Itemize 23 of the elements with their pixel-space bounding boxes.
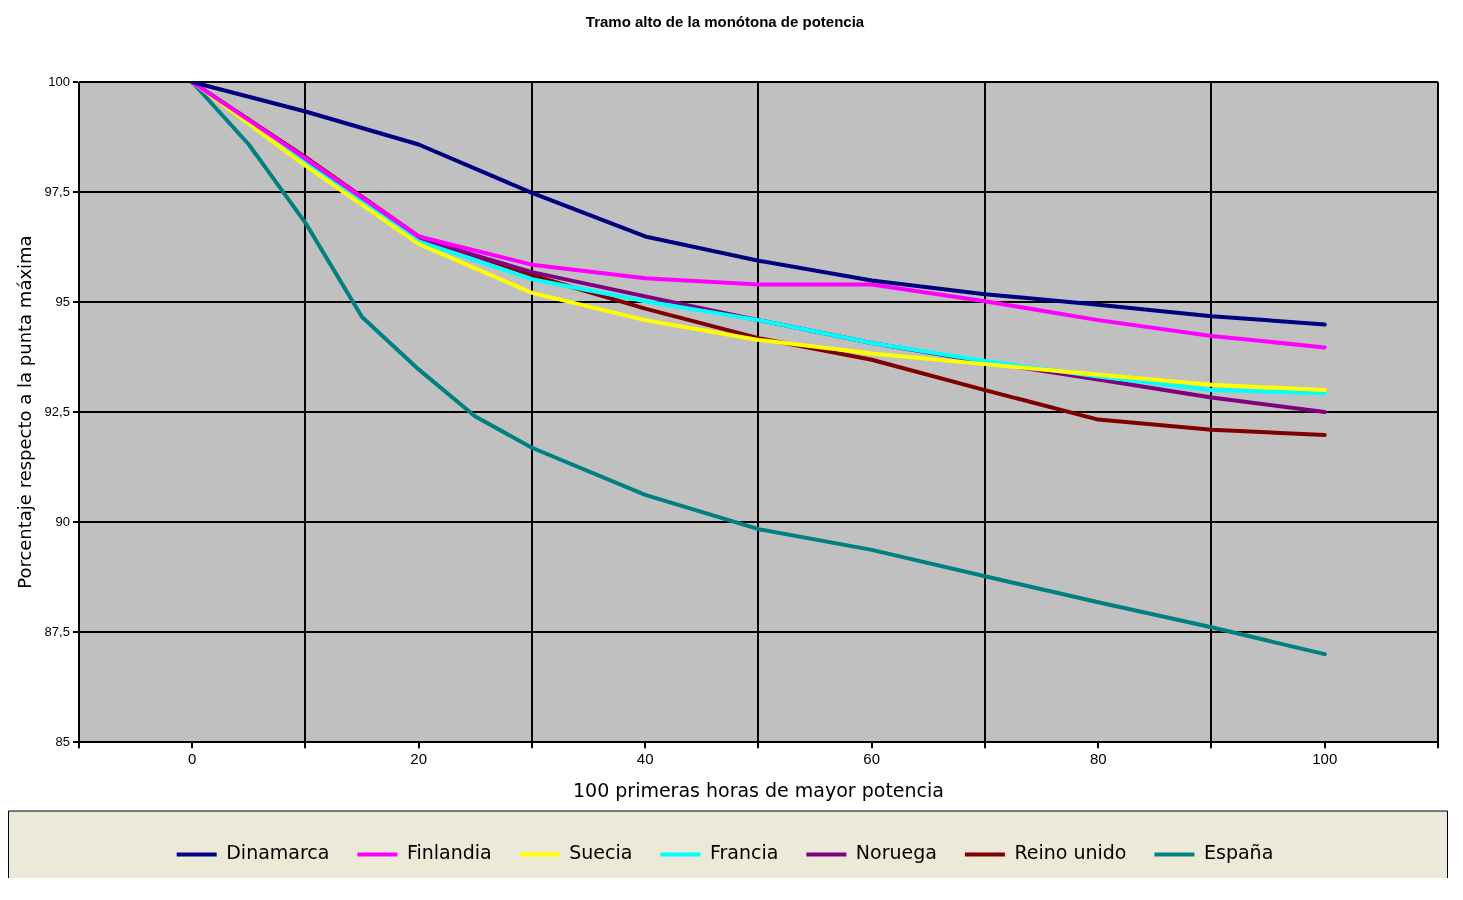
y-axis-title: Porcentaje respecto a la punta máxima xyxy=(14,235,36,589)
x-tick-label: 20 xyxy=(410,750,428,768)
y-tick-label: 92,5 xyxy=(44,403,70,419)
x-tick-label: 40 xyxy=(636,750,654,768)
legend-label: Suecia xyxy=(569,841,633,864)
legend-label: Reino unido xyxy=(1014,841,1127,864)
legend-label: Finlandia xyxy=(406,841,492,864)
legend-label: Dinamarca xyxy=(226,841,330,864)
legend-label: Francia xyxy=(709,841,779,864)
x-tick-label: 60 xyxy=(863,750,881,768)
x-tick-label: 0 xyxy=(187,750,197,768)
y-tick-label: 100 xyxy=(48,73,70,89)
x-tick-label: 100 xyxy=(1312,750,1338,768)
y-tick-label: 85 xyxy=(55,733,70,749)
x-axis-title: 100 primeras horas de mayor potencia xyxy=(572,778,944,801)
legend-label: España xyxy=(1203,841,1274,864)
legend-label: Noruega xyxy=(855,841,937,864)
y-tick-label: 87,5 xyxy=(44,623,70,639)
y-tick-label: 95 xyxy=(55,293,70,309)
y-tick-label: 97,5 xyxy=(44,183,70,199)
chart-title: Tramo alto de la monótona de potencia xyxy=(585,13,865,31)
x-tick-label: 80 xyxy=(1089,750,1107,768)
y-tick-label: 90 xyxy=(55,513,70,529)
